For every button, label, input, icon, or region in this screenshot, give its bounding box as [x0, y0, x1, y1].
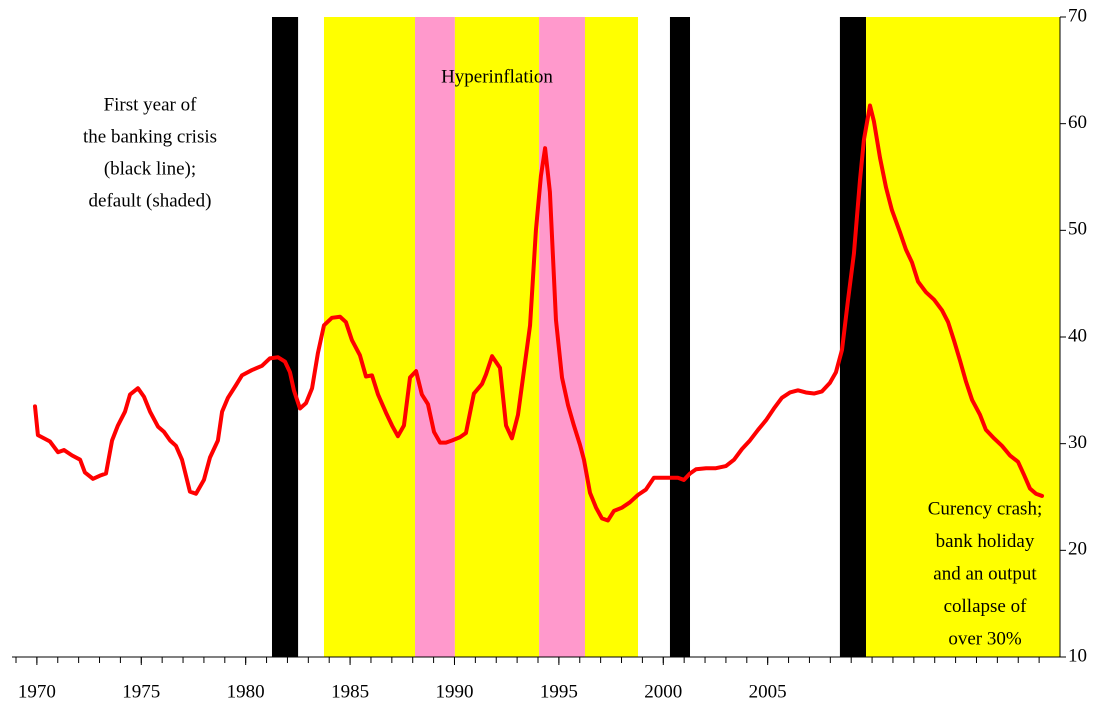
- annotation: the banking crisis: [83, 126, 217, 147]
- x-tick-label: 1985: [331, 681, 369, 702]
- annotation: First year of: [104, 94, 198, 115]
- x-tick-label: 1975: [122, 681, 160, 702]
- series-line: [33, 103, 1045, 523]
- annotation: Hyperinflation: [441, 66, 553, 87]
- x-tick-label: 2000: [644, 681, 682, 702]
- shaded-period: [584, 17, 639, 657]
- shaded-period: [323, 17, 416, 657]
- shaded-period: [415, 17, 455, 657]
- y-tick-label: 30: [1068, 432, 1087, 453]
- shaded-period: [669, 17, 691, 657]
- annotation: over 30%: [948, 628, 1022, 649]
- shaded-period: [539, 17, 585, 657]
- x-tick-label: 1995: [540, 681, 578, 702]
- annotation: default (shaded): [89, 190, 212, 211]
- x-tick-label: 1990: [435, 681, 473, 702]
- shaded-period: [866, 17, 1060, 657]
- shaded-period: [454, 17, 540, 657]
- y-tick-label: 40: [1068, 325, 1087, 346]
- y-tick-label: 10: [1068, 645, 1087, 666]
- x-tick-label: 2005: [749, 681, 787, 702]
- annotation: bank holiday: [936, 531, 1035, 552]
- y-tick-label: 60: [1068, 112, 1087, 133]
- y-tick-label: 70: [1068, 5, 1087, 26]
- x-tick-label: 1980: [227, 681, 265, 702]
- annotation: and an output: [933, 563, 1037, 584]
- annotation: collapse of: [944, 596, 1028, 617]
- annotation: Curency crash;: [928, 498, 1042, 519]
- y-tick-label: 50: [1068, 219, 1087, 240]
- shaded-period: [271, 17, 299, 657]
- annotation: (black line);: [104, 158, 196, 179]
- x-tick-label: 1970: [18, 681, 56, 702]
- y-tick-label: 20: [1068, 539, 1087, 560]
